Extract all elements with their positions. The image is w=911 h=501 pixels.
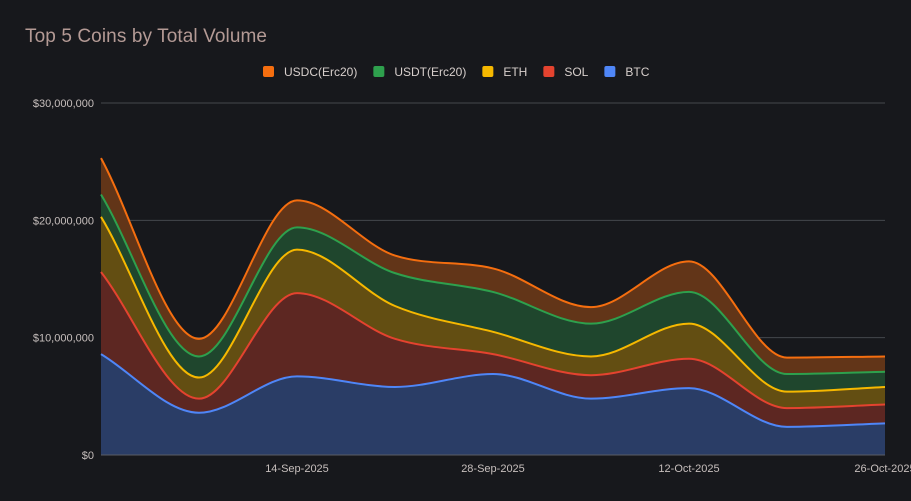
y-tick-label: $20,000,000 <box>33 215 94 227</box>
line-usdt-erc20-[interactable] <box>100 194 886 376</box>
x-tick-label: 12-Oct-2025 <box>658 463 719 475</box>
y-tick-label: $10,000,000 <box>33 333 94 345</box>
legend-label: USDT(Erc20) <box>394 65 466 79</box>
axis-layer: $0 $10,000,000 $20,000,000 $30,000,000 14-Se… <box>33 98 911 475</box>
legend-item-sol[interactable]: SOL <box>543 65 589 79</box>
area-eth[interactable] <box>101 216 885 409</box>
legend-item-usdt-erc20-[interactable]: USDT(Erc20) <box>373 65 466 79</box>
legend-label: SOL <box>564 65 588 79</box>
legend-swatch <box>263 66 274 77</box>
area-btc[interactable] <box>101 354 885 455</box>
line-btc[interactable] <box>100 353 886 428</box>
line-sol[interactable] <box>100 271 886 410</box>
legend-label: BTC <box>625 65 649 79</box>
legend-swatch <box>543 66 555 77</box>
legend-item-btc[interactable]: BTC <box>604 65 650 79</box>
x-tick-label: 14-Sep-2025 <box>265 463 329 475</box>
line-eth[interactable] <box>100 216 886 393</box>
y-tick-label: $0 <box>82 450 94 462</box>
area-usdc-erc20-[interactable] <box>101 158 885 375</box>
area-layer <box>100 157 886 455</box>
x-tick-label: 28-Sep-2025 <box>461 463 525 475</box>
legend-item-eth[interactable]: ETH <box>482 65 527 79</box>
line-usdc-erc20-[interactable] <box>100 157 886 359</box>
x-tick-label: 26-Oct-2025 <box>854 463 911 475</box>
area-usdt-erc20-[interactable] <box>101 194 885 392</box>
legend-swatch <box>604 66 616 77</box>
legend: USDC(Erc20) USDT(Erc20) ETH SOL BTC <box>263 65 650 79</box>
legend-label: ETH <box>503 65 527 79</box>
legend-item-usdc-erc20-[interactable]: USDC(Erc20) <box>263 65 357 79</box>
legend-label: USDC(Erc20) <box>284 65 357 79</box>
legend-swatch <box>482 66 494 77</box>
chart-title: Top 5 Coins by Total Volume <box>25 26 268 47</box>
legend-swatch <box>373 66 385 77</box>
y-tick-label: $30,000,000 <box>33 98 94 110</box>
